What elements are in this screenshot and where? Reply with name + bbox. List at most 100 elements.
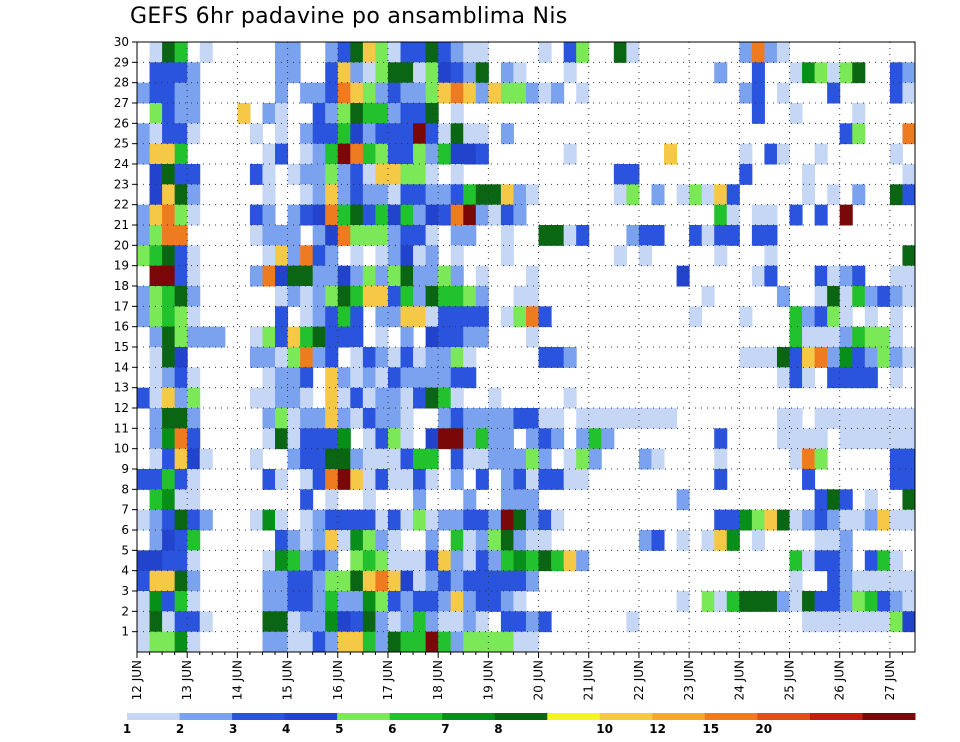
cell-m20-t39 <box>613 245 627 267</box>
y-tick-label: 10 <box>114 442 129 456</box>
cell-m15-t50 <box>751 347 765 368</box>
cell-m4-t20 <box>375 570 389 592</box>
cell-m7-t54 <box>802 509 816 531</box>
cell-m26-t1 <box>137 123 151 145</box>
cell-m15-t52 <box>776 347 791 368</box>
colorbar-swatch <box>599 713 653 720</box>
y-tick-label: 25 <box>114 137 129 151</box>
cell-m8-t57 <box>839 489 853 511</box>
cell-m2-t21 <box>387 611 402 633</box>
cell-m3-t18 <box>350 591 364 612</box>
cell-m27-t17 <box>337 103 351 124</box>
cell-m29-t47 <box>714 62 728 84</box>
cell-m29-t58 <box>852 62 866 84</box>
cell-m29-t16 <box>325 62 339 84</box>
cell-m23-t31 <box>513 184 527 206</box>
cell-m13-t29 <box>488 387 502 409</box>
cell-m22-t21 <box>387 204 402 226</box>
cell-m7-t29 <box>488 509 502 531</box>
cell-m3-t1 <box>137 591 151 612</box>
cell-m21-t20 <box>375 225 389 246</box>
cell-m20-t51 <box>764 245 778 267</box>
cell-m26-t5 <box>187 123 201 145</box>
cell-m3-t54 <box>802 591 816 612</box>
cell-m13-t22 <box>400 387 414 409</box>
cell-m21-t26 <box>450 225 464 246</box>
cell-m18-t58 <box>852 286 866 307</box>
cell-m5-t24 <box>425 550 439 572</box>
cell-m23-t14 <box>300 184 314 206</box>
cell-m13-t14 <box>300 387 314 409</box>
cell-m2-t33 <box>538 611 552 633</box>
cell-m28-t23 <box>413 82 427 104</box>
grid-layer <box>137 42 915 652</box>
cell-m2-t26 <box>450 611 464 633</box>
cell-m20-t14 <box>300 245 314 267</box>
cell-m29-t56 <box>827 62 841 84</box>
cell-m6-t26 <box>450 530 464 551</box>
cell-m9-t4 <box>174 469 188 490</box>
cell-m22-t14 <box>300 204 314 226</box>
cell-m19-t5 <box>187 265 201 287</box>
cell-m26-t24 <box>425 123 439 145</box>
cell-m23-t19 <box>362 184 376 206</box>
colorbar-label: 1 <box>123 722 131 736</box>
colorbar-label: 10 <box>596 722 613 736</box>
cell-m3-t28 <box>475 591 489 612</box>
cell-m23-t58 <box>852 184 866 206</box>
cell-m17-t55 <box>814 306 828 328</box>
cell-m17-t26 <box>450 306 464 328</box>
cell-m13-t12 <box>275 387 289 409</box>
cell-m15-t11 <box>262 347 276 368</box>
cell-m11-t22 <box>400 428 414 450</box>
cell-m12-t37 <box>588 408 602 429</box>
cell-m12-t31 <box>513 408 527 429</box>
cell-m25-t25 <box>438 143 452 165</box>
cell-m7-t20 <box>375 509 389 531</box>
cell-m3-t60 <box>877 591 891 612</box>
cell-m29-t5 <box>187 62 201 84</box>
cell-m17-t59 <box>864 306 878 328</box>
cell-m18-t61 <box>889 286 903 307</box>
cell-m4-t13 <box>287 570 301 592</box>
cell-m21-t33 <box>538 225 552 246</box>
cell-m3-t25 <box>438 591 452 612</box>
cell-m25-t12 <box>275 143 289 165</box>
cell-m15-t24 <box>425 347 439 368</box>
cell-m12-t12 <box>275 408 289 429</box>
cell-m2-t61 <box>889 611 903 633</box>
cell-m7-t61 <box>889 509 903 531</box>
cell-m1-t32 <box>526 631 540 653</box>
cell-m5-t59 <box>864 550 878 572</box>
cell-m15-t51 <box>764 347 778 368</box>
cell-m11-t37 <box>588 428 602 450</box>
cell-m11-t36 <box>576 428 590 450</box>
cell-m2-t2 <box>149 611 163 633</box>
cell-m2-t24 <box>425 611 439 633</box>
cell-m17-t21 <box>387 306 402 328</box>
cell-m16-t12 <box>275 326 289 348</box>
cell-m23-t44 <box>676 184 690 206</box>
cell-m14-t57 <box>839 367 853 389</box>
cell-m5-t28 <box>475 550 489 572</box>
cell-m18-t28 <box>475 286 489 307</box>
cell-m7-t28 <box>475 509 489 531</box>
cell-m17-t54 <box>802 306 816 328</box>
cell-m18-t5 <box>187 286 201 307</box>
cell-m10-t27 <box>463 448 477 470</box>
cell-m17-t18 <box>350 306 364 328</box>
cell-m5-t27 <box>463 550 477 572</box>
cell-m30-t6 <box>199 42 213 63</box>
cell-m19-t55 <box>814 265 828 287</box>
cell-m11-t34 <box>551 428 565 450</box>
x-tick-label: 25 JUN <box>783 660 797 700</box>
cell-m22-t47 <box>714 204 728 226</box>
cell-m14-t12 <box>275 367 289 389</box>
cell-m16-t16 <box>325 326 339 348</box>
colorbar-label: 2 <box>176 722 184 736</box>
cell-m4-t26 <box>450 570 464 592</box>
cell-m17-t28 <box>475 306 489 328</box>
cell-m26-t12 <box>275 123 289 145</box>
cell-m22-t4 <box>174 204 188 226</box>
cell-m9-t31 <box>513 469 527 490</box>
